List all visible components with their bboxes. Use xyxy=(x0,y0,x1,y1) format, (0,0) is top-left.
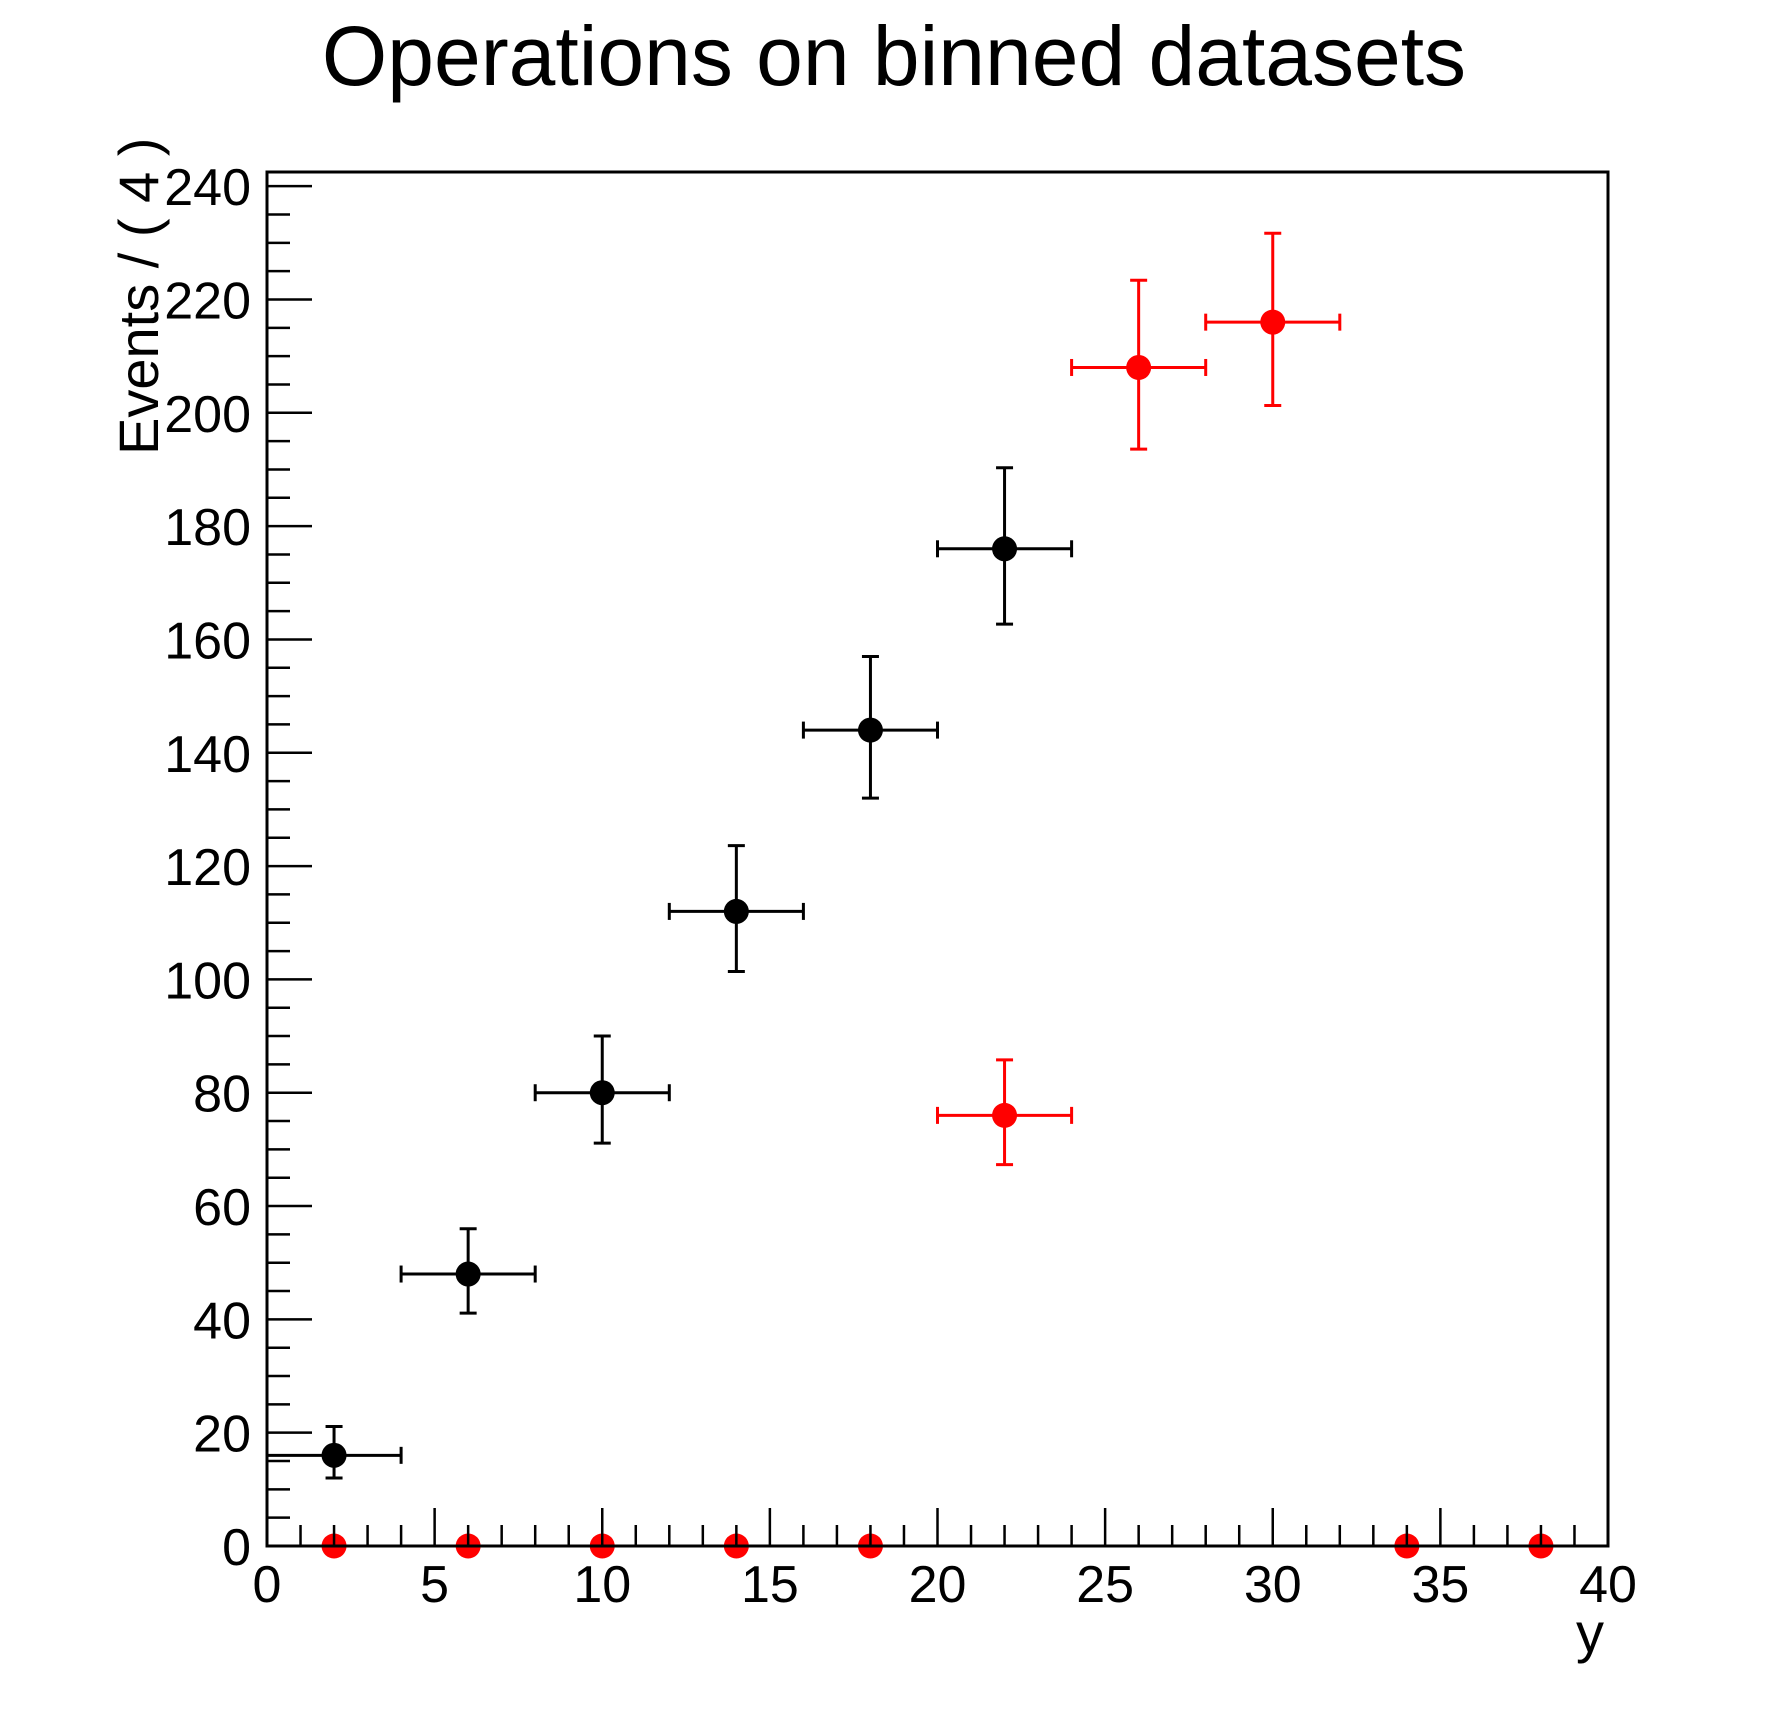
x-tick-label: 20 xyxy=(909,1556,967,1614)
data-point-marker xyxy=(992,1102,1018,1128)
x-tick-label: 10 xyxy=(573,1556,631,1614)
data-point-marker xyxy=(1260,309,1286,335)
x-tick-label: 25 xyxy=(1076,1556,1134,1614)
y-tick-label: 200 xyxy=(164,386,251,444)
y-tick-label: 80 xyxy=(193,1066,251,1124)
x-tick-label: 15 xyxy=(741,1556,799,1614)
y-tick-label: 180 xyxy=(164,499,251,557)
x-axis-title: y xyxy=(1576,1601,1604,1664)
x-tick-label: 35 xyxy=(1411,1556,1469,1614)
y-tick-label: 60 xyxy=(193,1179,251,1237)
y-tick-label: 0 xyxy=(222,1519,251,1577)
data-point-marker xyxy=(455,1261,481,1287)
data-point-marker xyxy=(857,717,883,743)
data-point-marker xyxy=(1126,354,1152,380)
data-point-marker xyxy=(589,1080,615,1106)
y-tick-label: 40 xyxy=(193,1292,251,1350)
data-point-marker xyxy=(321,1442,347,1468)
y-tick-label: 140 xyxy=(164,726,251,784)
x-tick-label: 40 xyxy=(1579,1556,1637,1614)
y-tick-label: 100 xyxy=(164,952,251,1010)
y-tick-label: 120 xyxy=(164,839,251,897)
data-point-marker xyxy=(992,536,1018,562)
data-point-marker xyxy=(723,898,749,924)
y-tick-label: 20 xyxy=(193,1406,251,1464)
y-axis-title: Events / ( 4 ) xyxy=(107,138,170,455)
x-tick-label: 30 xyxy=(1244,1556,1302,1614)
y-tick-label: 160 xyxy=(164,612,251,670)
x-tick-label: 0 xyxy=(253,1556,282,1614)
plot-title: Operations on binned datasets xyxy=(321,9,1467,103)
x-tick-label: 5 xyxy=(420,1556,449,1614)
plot-frame xyxy=(265,170,1610,1548)
y-tick-label: 240 xyxy=(164,159,251,217)
y-tick-label: 220 xyxy=(164,272,251,330)
